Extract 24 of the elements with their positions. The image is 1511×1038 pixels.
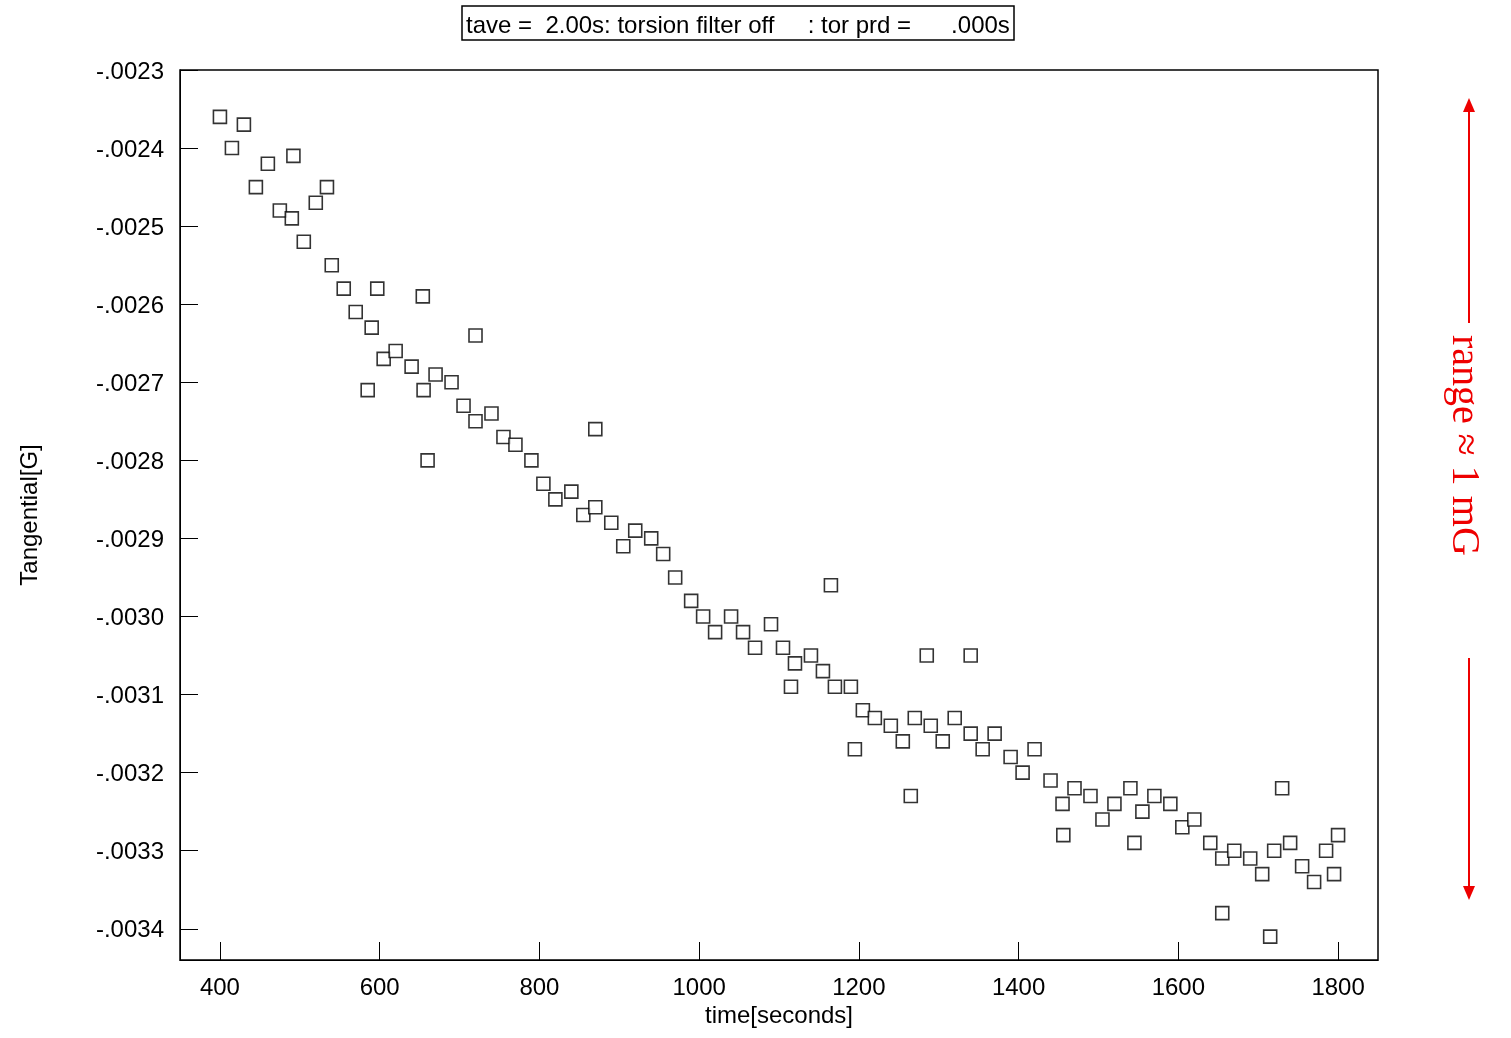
- x-tick-label: 800: [519, 972, 560, 1000]
- x-tick-label: 600: [359, 972, 400, 1000]
- y-tick-label: -.0024: [95, 134, 164, 162]
- x-tick-label: 1200: [832, 972, 886, 1000]
- text: range ≈ 1 mG: [1443, 335, 1489, 556]
- y-axis-title: Tangential[G]: [14, 444, 42, 586]
- y-tick-label: -.0031: [95, 681, 164, 709]
- x-tick-label: 1600: [1151, 972, 1206, 1000]
- y-tick-label: -.0026: [95, 290, 164, 318]
- y-tick-label: -.0030: [95, 602, 164, 630]
- y-tick-label: -.0034: [95, 915, 164, 943]
- chart-title: tave = 2.00s: torsion filter off : tor prd = .000s: [466, 10, 1010, 38]
- y-tick-label: -.0033: [95, 837, 164, 865]
- y-tick-label: -.0029: [95, 524, 164, 552]
- y-tick-label: -.0027: [95, 368, 164, 396]
- x-tick-label: 1000: [672, 972, 726, 1000]
- x-tick-label: 1400: [991, 972, 1046, 1000]
- y-tick-label: -.0025: [95, 212, 164, 240]
- y-tick-label: -.0023: [95, 56, 164, 84]
- x-tick-label: 1800: [1311, 972, 1365, 1000]
- x-axis-title: time[seconds]: [704, 1001, 854, 1029]
- y-tick-label: -.0032: [95, 759, 164, 787]
- x-tick-label: 400: [199, 972, 240, 1000]
- y-tick-label: -.0028: [95, 446, 164, 474]
